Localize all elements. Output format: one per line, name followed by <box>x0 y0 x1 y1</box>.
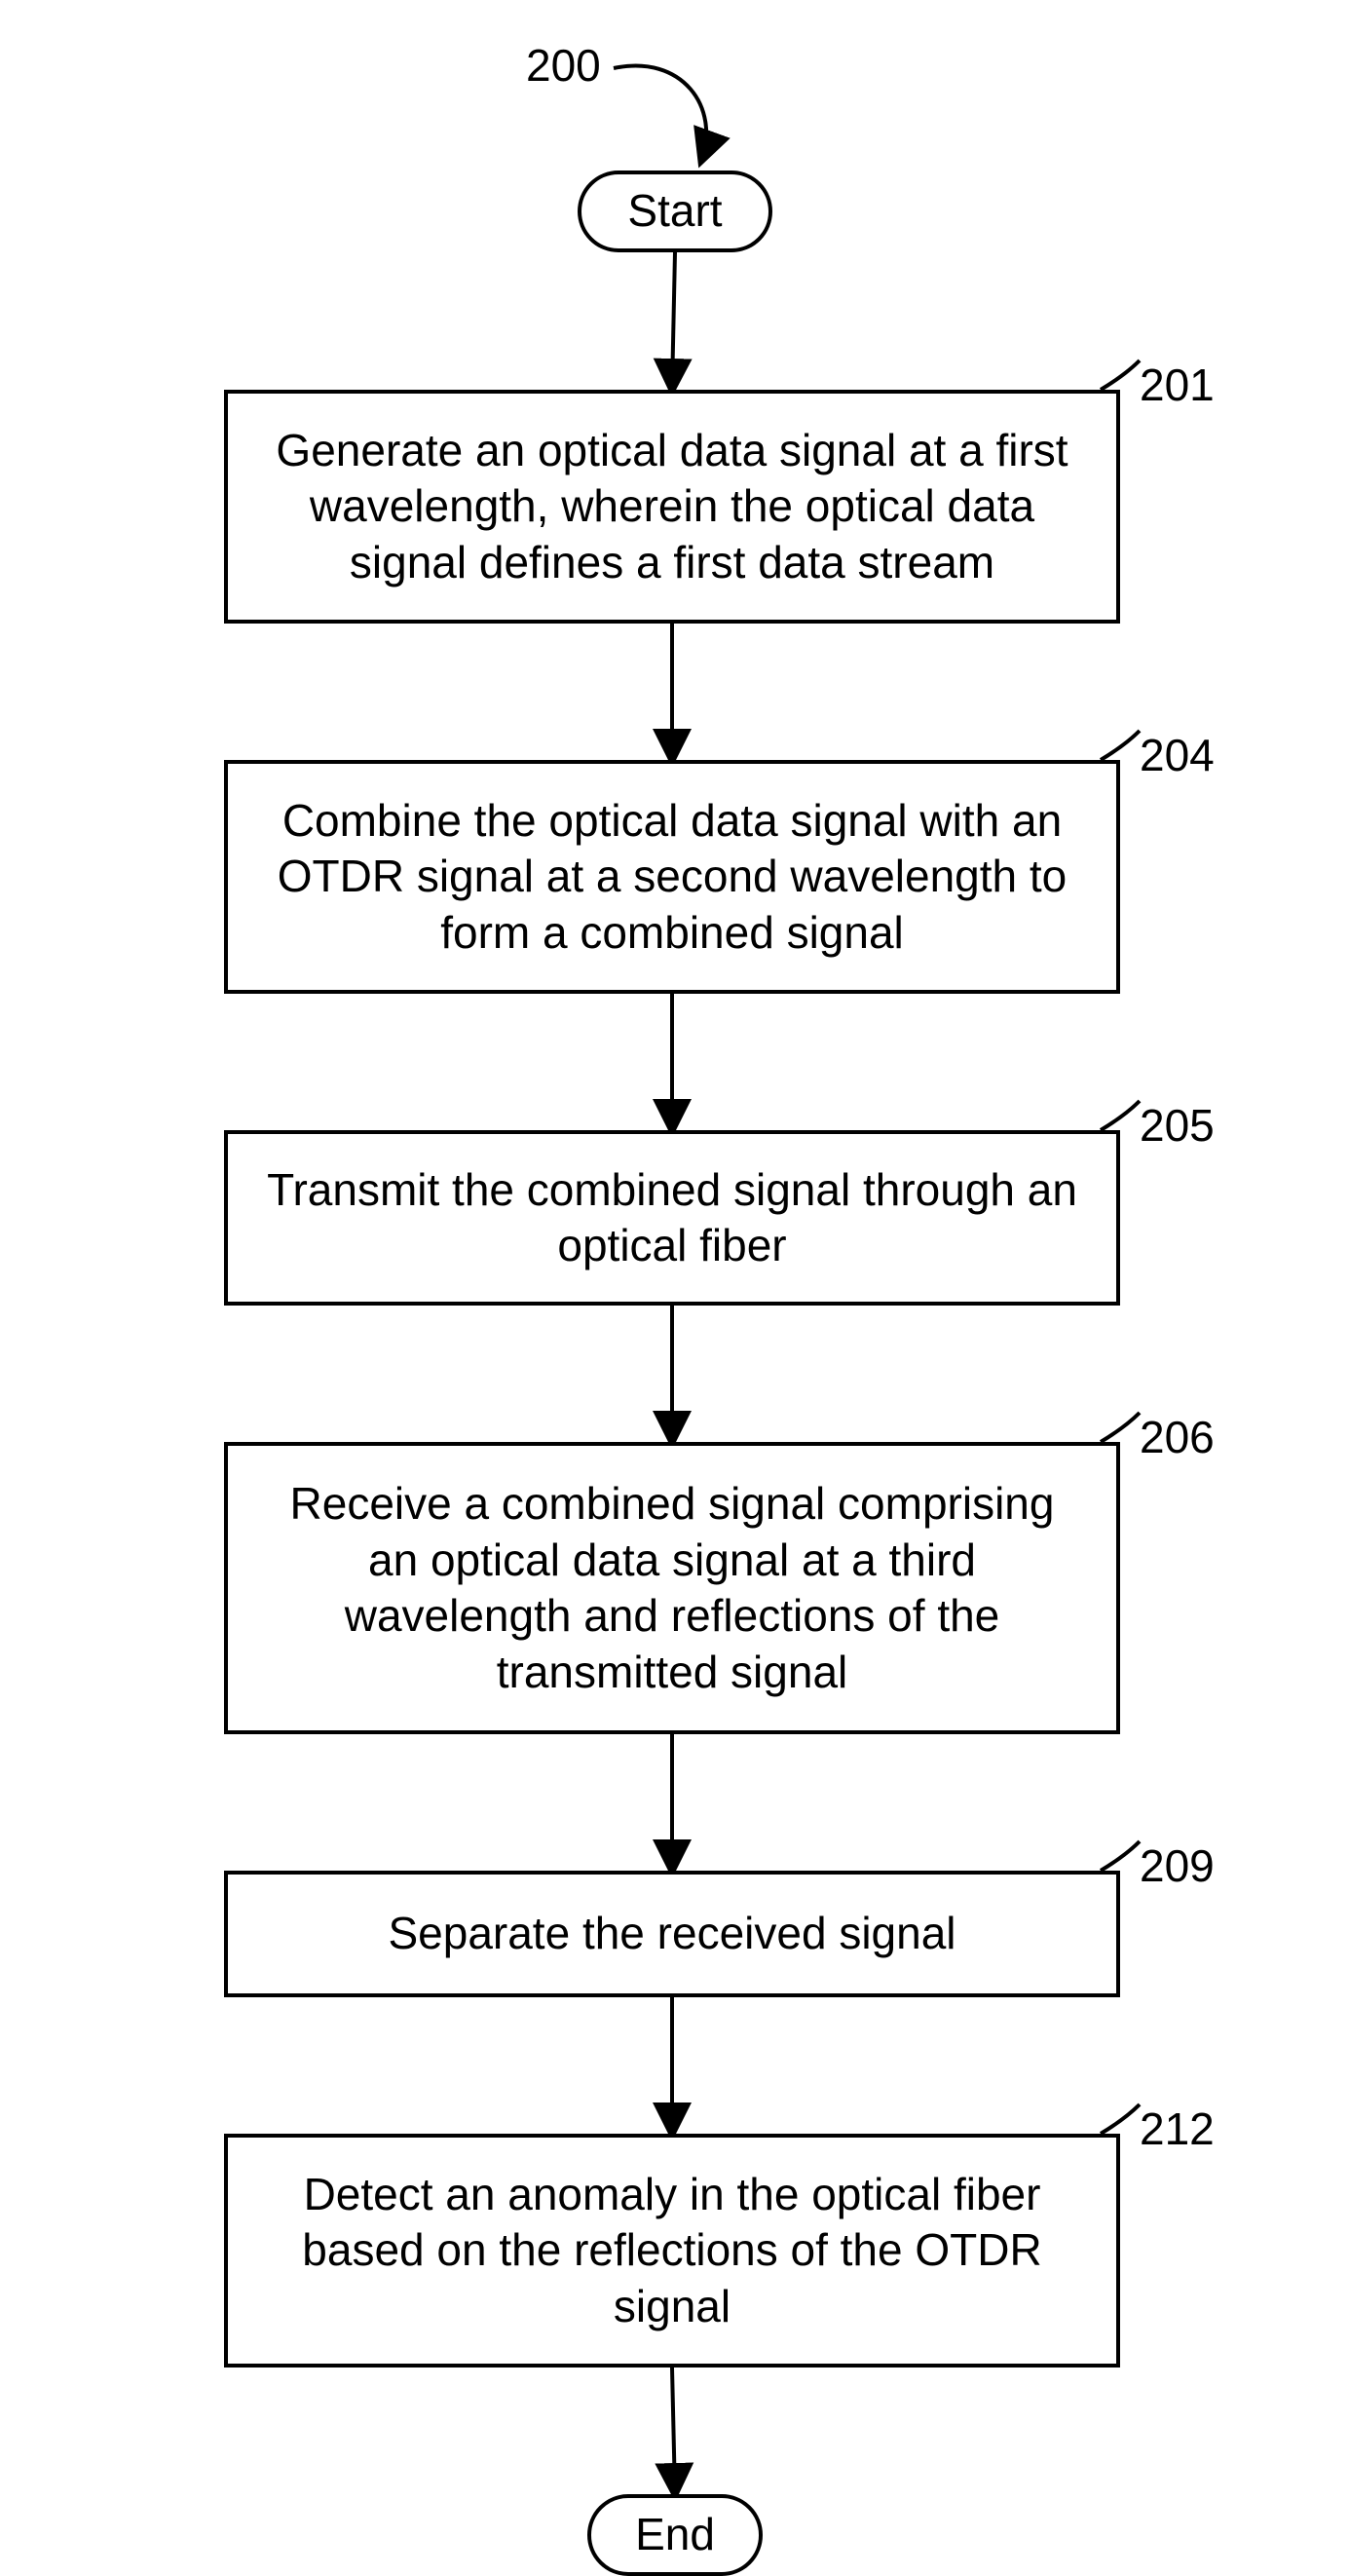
callout-hook-p212 <box>1101 2104 1140 2134</box>
ref-label-204: 204 <box>1140 729 1215 781</box>
node-p201: Generate an optical data signal at a fir… <box>224 390 1120 624</box>
node-p201-text: Generate an optical data signal at a fir… <box>267 423 1077 591</box>
node-p209: Separate the received signal <box>224 1871 1120 1997</box>
node-p205-text: Transmit the combined signal through an … <box>267 1162 1077 1274</box>
node-p212-text: Detect an anomaly in the optical fiber b… <box>267 2167 1077 2335</box>
node-start: Start <box>578 170 772 252</box>
ref-label-205: 205 <box>1140 1099 1215 1152</box>
edge-start-to-p201 <box>672 252 675 390</box>
callout-hook-p205 <box>1101 1101 1140 1130</box>
node-p204: Combine the optical data signal with an … <box>224 760 1120 994</box>
ref-label-206: 206 <box>1140 1411 1215 1463</box>
flowchart-canvas: Start Generate an optical data signal at … <box>0 0 1349 2570</box>
ref-label-212: 212 <box>1140 2102 1215 2155</box>
callout-hook-p209 <box>1101 1841 1140 1871</box>
node-end: End <box>587 2494 763 2576</box>
node-p205: Transmit the combined signal through an … <box>224 1130 1120 1306</box>
node-p206-text: Receive a combined signal comprising an … <box>267 1476 1077 1700</box>
node-p204-text: Combine the optical data signal with an … <box>267 793 1077 962</box>
callout-hook-p206 <box>1101 1413 1140 1442</box>
ref-label-201: 201 <box>1140 359 1215 411</box>
node-p209-text: Separate the received signal <box>388 1906 956 1962</box>
ref-label-209: 209 <box>1140 1839 1215 1892</box>
callout-hook-p201 <box>1101 360 1140 390</box>
node-p206: Receive a combined signal comprising an … <box>224 1442 1120 1734</box>
figure-ref-label: 200 <box>526 39 601 92</box>
figure-ref-pointer <box>614 65 706 161</box>
edge-p212-to-end <box>672 2368 675 2494</box>
callout-hook-p204 <box>1101 731 1140 760</box>
node-p212: Detect an anomaly in the optical fiber b… <box>224 2134 1120 2368</box>
node-start-text: Start <box>627 183 722 240</box>
node-end-text: End <box>635 2507 715 2563</box>
